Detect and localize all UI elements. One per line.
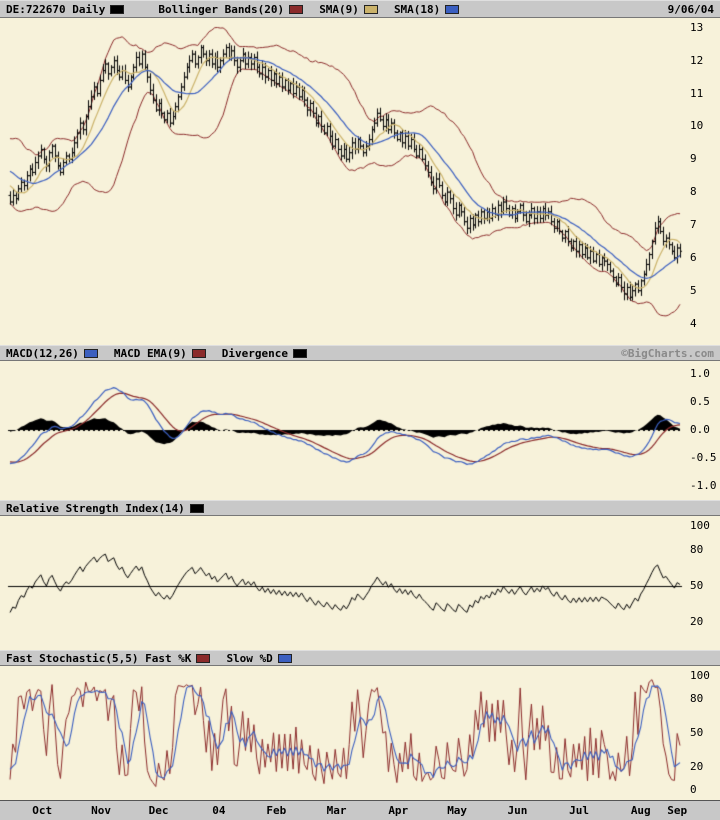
macd-title: MACD(12,26) [6, 346, 79, 360]
y-axis-tick: 20 [690, 615, 704, 629]
y-axis-tick: 12 [690, 53, 704, 67]
y-axis-tick: 0 [690, 783, 697, 797]
price-panel-header: DE:722670 Daily Bollinger Bands(20) SMA(… [0, 0, 720, 18]
y-axis-tick: 80 [690, 691, 704, 705]
bigcharts-attribution: ©BigCharts.com [621, 346, 714, 360]
x-axis-month-bar: Oct Nov Dec 04 Feb Mar Apr May Jun Jul Aug Sep [0, 800, 720, 820]
y-axis-tick: 1.0 [690, 367, 710, 381]
y-axis-tick: 7 [690, 218, 697, 231]
x-axis-month-label: May [447, 804, 468, 817]
rsi-panel-header: Relative Strength Index(14) [0, 500, 720, 516]
stochastic-panel-header: Fast Stochastic(5,5) Fast %K Slow %D [0, 650, 720, 666]
legend-bollinger-label: Bollinger Bands(20) [158, 2, 285, 16]
rsi-swatch-icon [189, 503, 204, 513]
y-axis-tick: 80 [690, 543, 704, 557]
x-axis-month-label: 04 [212, 804, 226, 817]
as-of-date-label: 9/06/04 [667, 2, 714, 16]
stochastic-title: Fast Stochastic(5,5) Fast %K [6, 651, 192, 665]
y-axis-tick: 8 [690, 185, 697, 199]
y-axis-tick: 50 [690, 579, 704, 593]
y-axis-tick: 50 [690, 726, 704, 740]
legend-sma18-label: SMA(18) [393, 2, 441, 16]
fast-k-swatch-icon [196, 653, 211, 663]
y-axis-tick: 20 [690, 760, 704, 774]
x-axis-month-label: Jul [569, 804, 590, 817]
x-axis-month-label: Dec [148, 804, 169, 817]
y-axis-tick: 11 [690, 86, 704, 100]
macd-ema-swatch-icon [191, 348, 206, 358]
y-axis-tick: 0.5 [690, 395, 710, 409]
y-axis-tick: 9 [690, 152, 697, 166]
y-axis-tick: 0.0 [690, 423, 710, 436]
x-axis-month-label: Feb [266, 804, 287, 817]
x-axis-month-label: Apr [388, 804, 409, 817]
y-axis-tick: 5 [690, 283, 697, 297]
sma9-swatch-icon [363, 4, 378, 14]
x-axis-month-label: Sep [667, 804, 688, 817]
y-axis-tick: 13 [690, 20, 704, 34]
slow-d-label: Slow %D [226, 651, 273, 665]
macd-line-swatch-icon [83, 348, 98, 358]
price-series-swatch-icon [110, 4, 125, 14]
x-axis-month-label: Aug [630, 804, 651, 817]
y-axis-tick: 4 [690, 316, 697, 330]
legend-sma9-label: SMA(9) [319, 2, 359, 16]
macd-ema-label: MACD EMA(9) [113, 346, 187, 360]
rsi-title: Relative Strength Index(14) [6, 501, 185, 515]
y-axis-tick: 10 [690, 119, 704, 133]
bollinger-swatch-icon [289, 4, 304, 14]
slow-d-swatch-icon [277, 653, 292, 663]
y-axis-tick: 6 [690, 250, 697, 264]
y-axis-tick: -1.0 [690, 478, 717, 492]
y-axis-tick: 100 [690, 669, 710, 682]
y-axis-tick: -0.5 [690, 450, 717, 464]
divergence-swatch-icon [292, 348, 307, 358]
macd-panel-header: MACD(12,26) MACD EMA(9) Divergence ©BigC… [0, 345, 720, 361]
x-axis-month-label: Jun [507, 804, 528, 817]
x-axis-month-label: Oct [32, 804, 53, 817]
sma18-swatch-icon [445, 4, 460, 14]
x-axis-month-label: Nov [91, 804, 112, 817]
x-axis-month-label: Mar [326, 804, 347, 817]
y-axis-tick: 100 [690, 519, 710, 533]
symbol-label: DE:722670 Daily [6, 2, 106, 16]
divergence-label: Divergence [221, 346, 288, 360]
